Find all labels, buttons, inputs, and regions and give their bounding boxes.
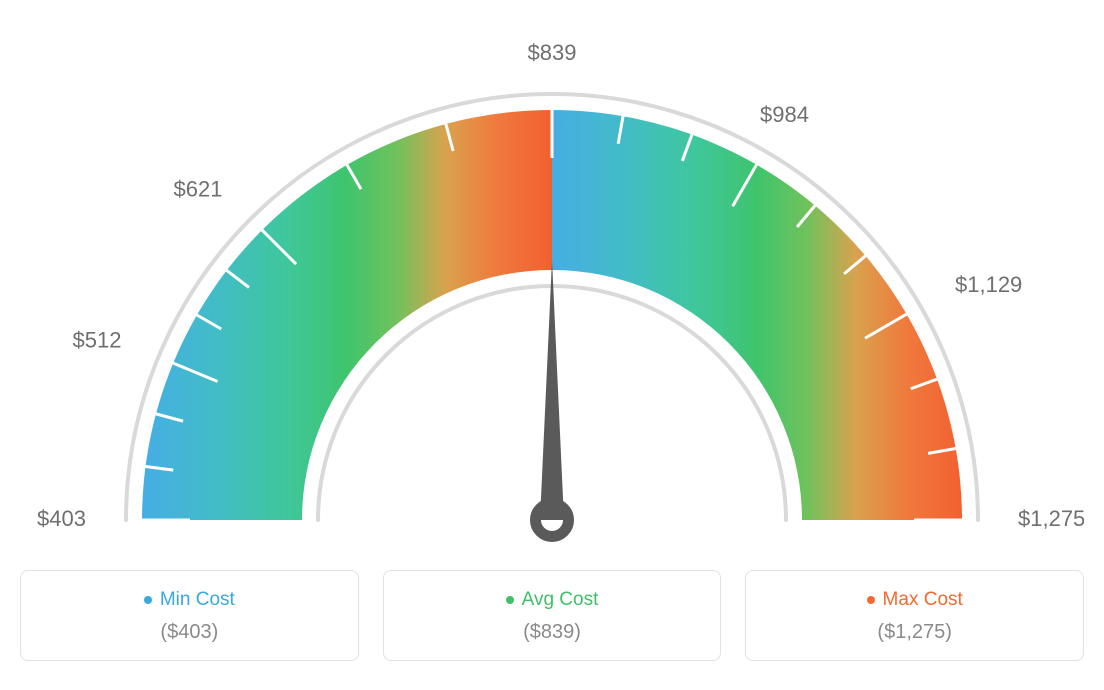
legend-label-text: Min Cost <box>160 589 235 611</box>
cost-gauge-chart: $403 $512 $621 $839 $984 $1,129 $1,275 <box>20 20 1084 560</box>
gauge-tick-label: $839 <box>528 40 577 65</box>
legend-label: Max Cost <box>756 589 1073 611</box>
gauge-fill <box>552 110 962 520</box>
legend-row: Min Cost ($403) Avg Cost ($839) Max Cost ($1,… <box>20 570 1084 661</box>
legend-box: Max Cost ($1,275) <box>745 570 1084 661</box>
gauge-tick-label: $621 <box>174 176 223 201</box>
legend-label-text: Max Cost <box>883 589 963 611</box>
gauge-tick-label: $1,275 <box>1018 506 1084 531</box>
gauge-tick-label: $512 <box>73 327 122 352</box>
legend-value: ($839) <box>394 621 711 644</box>
legend-label: Min Cost <box>31 589 348 611</box>
legend-box: Min Cost ($403) <box>20 570 359 661</box>
legend-dot <box>144 596 152 604</box>
gauge-needle <box>540 260 564 520</box>
legend-label: Avg Cost <box>394 589 711 611</box>
legend-label-text: Avg Cost <box>522 589 599 611</box>
gauge-tick-label: $403 <box>37 506 86 531</box>
gauge-tick-label: $984 <box>760 102 809 127</box>
gauge-fill <box>142 110 552 520</box>
gauge-tick-label: $1,129 <box>955 272 1022 297</box>
legend-value: ($1,275) <box>756 621 1073 644</box>
legend-dot <box>506 596 514 604</box>
legend-box: Avg Cost ($839) <box>383 570 722 661</box>
legend-value: ($403) <box>31 621 348 644</box>
legend-dot <box>867 596 875 604</box>
